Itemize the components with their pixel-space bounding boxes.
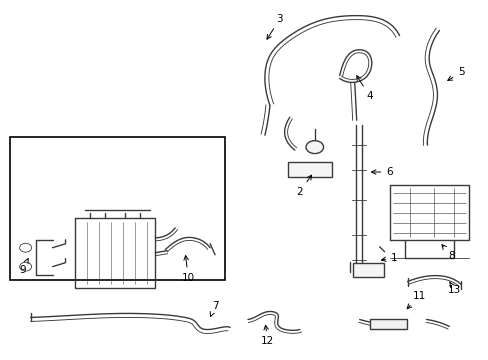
Circle shape bbox=[20, 262, 32, 271]
Text: 3: 3 bbox=[266, 14, 283, 39]
Bar bbox=[10, 137, 224, 280]
Text: 6: 6 bbox=[371, 167, 392, 177]
Text: 4: 4 bbox=[356, 76, 372, 101]
Bar bbox=[352, 263, 384, 276]
Text: 9: 9 bbox=[20, 258, 28, 275]
Text: 2: 2 bbox=[296, 175, 311, 197]
Text: 7: 7 bbox=[210, 301, 218, 316]
Circle shape bbox=[305, 141, 323, 154]
Text: 5: 5 bbox=[447, 67, 464, 80]
Text: 11: 11 bbox=[407, 291, 425, 309]
Text: 13: 13 bbox=[447, 282, 460, 294]
Text: 8: 8 bbox=[441, 245, 454, 261]
Circle shape bbox=[20, 243, 32, 252]
Text: 1: 1 bbox=[381, 253, 397, 263]
Bar bbox=[369, 319, 406, 329]
Text: 10: 10 bbox=[181, 256, 194, 283]
Bar bbox=[287, 162, 331, 177]
Text: 12: 12 bbox=[261, 325, 274, 346]
